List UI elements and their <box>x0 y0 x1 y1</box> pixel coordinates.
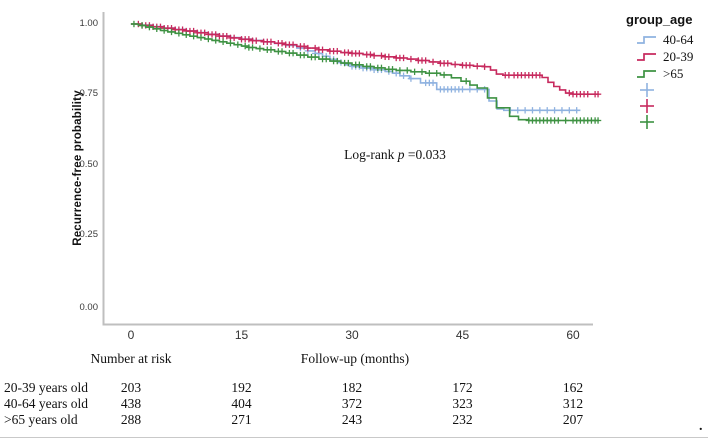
legend-censor-40-64 <box>612 82 707 98</box>
risk-row-label: 40-64 years old <box>4 396 88 411</box>
legend-entries: 40-64 20-39 >65 <box>612 31 707 130</box>
risk-cell: 288 <box>120 412 142 427</box>
x-tick-label: 60 <box>566 328 580 342</box>
x-tick-label: 0 <box>127 328 135 342</box>
log-rank-annotation: Log-rank p =0.033 <box>344 147 446 163</box>
legend-censor-20-39 <box>612 98 707 114</box>
y-tick-label: 0.50 <box>79 159 99 170</box>
risk-cell: 372 <box>341 396 363 411</box>
risk-row-label: >65 years old <box>4 412 78 427</box>
risk-row-label: 20-39 years old <box>4 380 88 395</box>
x-tick-label: 30 <box>345 328 359 342</box>
log-rank-value: =0.033 <box>404 147 446 162</box>
legend-title: group_age <box>626 12 693 27</box>
x-axis-title: Follow-up (months) <box>300 351 410 366</box>
footnote-period: . <box>699 419 703 434</box>
legend-entry-label: 40-64 <box>663 31 694 47</box>
risk-cell: 172 <box>452 380 473 395</box>
legend: group_age 40-64 20-39 >65 <box>612 8 707 130</box>
x-tick-label: 45 <box>455 328 470 342</box>
risk-cell: 203 <box>120 380 142 395</box>
censor-plus-icon <box>640 99 654 113</box>
risk-cell: 323 <box>452 396 473 411</box>
bottom-rule <box>0 437 708 438</box>
legend-entry-label: >65 <box>663 65 684 81</box>
risk-cell: 438 <box>120 396 142 411</box>
legend-entry-label: 20-39 <box>663 48 694 64</box>
risk-cell: 192 <box>231 380 252 395</box>
log-rank-p-symbol: p <box>397 147 405 162</box>
risk-cell: 271 <box>231 412 252 427</box>
risk-cell: 182 <box>341 380 363 395</box>
legend-entry-40-64: 40-64 <box>612 31 707 48</box>
step-line-icon <box>637 36 656 44</box>
risk-cell: 232 <box>452 412 473 427</box>
legend-entry-20-39: 20-39 <box>612 48 707 65</box>
risk-cell: 243 <box>341 412 363 427</box>
step-line-icon <box>637 53 656 61</box>
y-tick-label: 1.00 <box>79 18 99 29</box>
x-tick-label: 15 <box>234 328 249 342</box>
risk-cell: 207 <box>562 412 584 427</box>
log-rank-prefix: Log-rank <box>344 147 398 162</box>
censor-plus-icon <box>640 83 654 97</box>
y-tick-label: 0.25 <box>79 229 99 240</box>
risk-cell: 404 <box>231 396 252 411</box>
risk-cell: 312 <box>562 396 584 411</box>
number-at-risk-header: Number at risk <box>90 351 172 366</box>
legend-entry-65: >65 <box>612 65 707 82</box>
step-line-icon <box>637 70 656 78</box>
y-tick-label: 0.00 <box>79 302 99 313</box>
y-tick-label: 0.75 <box>79 88 99 99</box>
legend-censor-65 <box>612 114 707 130</box>
risk-cell: 162 <box>562 380 584 395</box>
censor-plus-icon <box>640 115 654 129</box>
